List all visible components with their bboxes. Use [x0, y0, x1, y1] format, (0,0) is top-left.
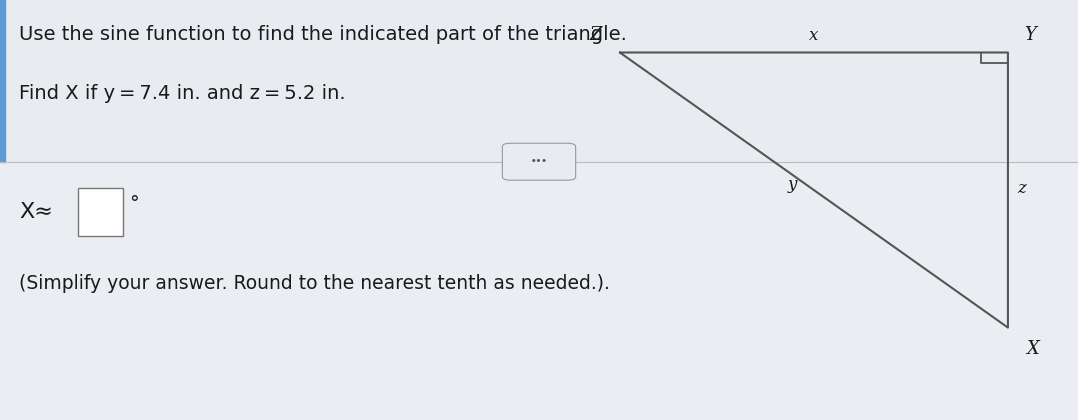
Text: X≈: X≈: [19, 202, 53, 222]
Text: •••: •••: [530, 157, 548, 166]
Text: °: °: [129, 194, 139, 213]
Text: Use the sine function to find the indicated part of the triangle.: Use the sine function to find the indica…: [19, 25, 627, 44]
Bar: [0, 0, 1078, 162]
Text: x: x: [810, 27, 818, 44]
Text: X: X: [1026, 340, 1039, 358]
Text: Y: Y: [1024, 26, 1036, 44]
Bar: [0, 162, 1078, 420]
Bar: [0, 0, 5, 162]
Text: Z: Z: [589, 26, 602, 44]
Text: (Simplify your answer. Round to the nearest tenth as needed.).: (Simplify your answer. Round to the near…: [19, 274, 610, 293]
Bar: [78, 188, 123, 236]
FancyBboxPatch shape: [502, 143, 576, 180]
Text: Find X if y = 7.4 in. and z = 5.2 in.: Find X if y = 7.4 in. and z = 5.2 in.: [19, 84, 346, 103]
Text: y: y: [788, 176, 797, 193]
Text: z: z: [1018, 181, 1026, 197]
